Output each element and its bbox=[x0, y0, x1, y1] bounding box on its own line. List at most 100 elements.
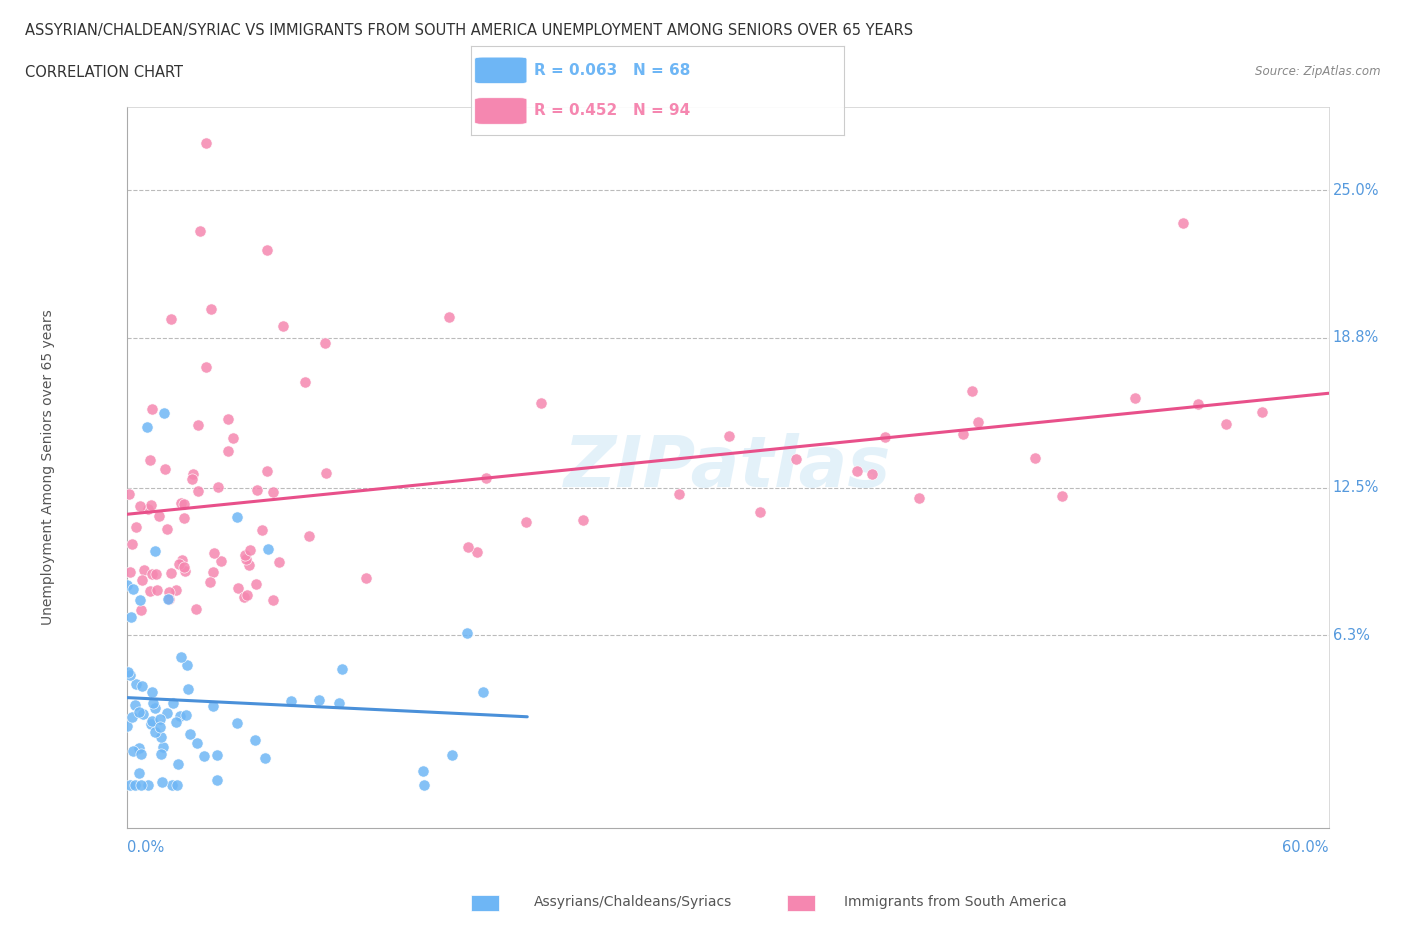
Point bbox=[441, 748, 464, 763]
Point bbox=[179, 726, 201, 741]
Text: 25.0%: 25.0% bbox=[1333, 182, 1379, 198]
Point bbox=[202, 545, 225, 560]
Point bbox=[156, 522, 179, 537]
Point bbox=[117, 665, 139, 680]
Point bbox=[143, 543, 166, 558]
Point bbox=[118, 487, 141, 502]
Text: 12.5%: 12.5% bbox=[1333, 480, 1379, 495]
Point bbox=[238, 557, 260, 572]
Point bbox=[132, 563, 155, 578]
Point bbox=[908, 490, 931, 505]
Point bbox=[294, 375, 316, 390]
Point bbox=[262, 485, 284, 499]
Point bbox=[471, 684, 494, 699]
Point bbox=[1024, 450, 1046, 465]
Point bbox=[176, 658, 198, 672]
Point bbox=[150, 775, 173, 790]
Point bbox=[201, 565, 224, 579]
Point bbox=[668, 487, 690, 502]
Point bbox=[125, 677, 148, 692]
Point bbox=[141, 402, 163, 417]
Point bbox=[256, 243, 278, 258]
Point bbox=[160, 777, 183, 792]
Point bbox=[194, 360, 217, 375]
Text: 6.3%: 6.3% bbox=[1333, 628, 1369, 643]
Point bbox=[136, 777, 159, 792]
Point bbox=[207, 480, 229, 495]
Point bbox=[233, 590, 256, 604]
Point bbox=[118, 667, 141, 682]
Point bbox=[1123, 391, 1146, 405]
Text: 60.0%: 60.0% bbox=[1282, 840, 1329, 855]
Point bbox=[262, 592, 284, 607]
Point bbox=[156, 705, 179, 720]
Point bbox=[149, 747, 172, 762]
Point bbox=[118, 565, 141, 579]
Point bbox=[217, 444, 239, 458]
Point bbox=[222, 431, 245, 445]
Point bbox=[457, 539, 479, 554]
Point bbox=[128, 740, 150, 755]
Text: 0.0%: 0.0% bbox=[127, 840, 163, 855]
Point bbox=[122, 581, 145, 596]
Point bbox=[456, 625, 478, 640]
Point bbox=[141, 716, 163, 731]
Point bbox=[960, 383, 983, 398]
Point bbox=[121, 537, 143, 551]
Point bbox=[157, 591, 180, 606]
Point bbox=[314, 336, 336, 351]
Point bbox=[173, 496, 195, 511]
Point bbox=[187, 418, 209, 432]
Point bbox=[530, 395, 553, 410]
Point bbox=[308, 693, 330, 708]
Point bbox=[205, 748, 228, 763]
Point bbox=[952, 427, 974, 442]
Point bbox=[226, 716, 249, 731]
Point bbox=[186, 736, 208, 751]
Text: CORRELATION CHART: CORRELATION CHART bbox=[25, 65, 183, 80]
Point bbox=[157, 584, 180, 599]
Point bbox=[315, 466, 337, 481]
Point bbox=[173, 511, 195, 525]
Point bbox=[1215, 417, 1237, 432]
Point bbox=[149, 720, 172, 735]
Point bbox=[129, 592, 152, 607]
Point bbox=[1187, 396, 1209, 411]
Point bbox=[225, 510, 247, 525]
FancyBboxPatch shape bbox=[475, 57, 527, 84]
Point bbox=[174, 708, 197, 723]
Point bbox=[437, 310, 460, 325]
Point bbox=[162, 695, 184, 710]
Point bbox=[167, 556, 190, 571]
Point bbox=[785, 451, 807, 466]
Point bbox=[198, 574, 221, 589]
Point bbox=[267, 554, 290, 569]
Point bbox=[128, 705, 150, 720]
Point bbox=[165, 714, 187, 729]
Point bbox=[152, 739, 174, 754]
Point bbox=[201, 699, 224, 714]
Text: Immigrants from South America: Immigrants from South America bbox=[844, 895, 1066, 910]
Point bbox=[141, 566, 163, 581]
Point bbox=[141, 713, 163, 728]
FancyBboxPatch shape bbox=[475, 98, 527, 125]
Point bbox=[256, 464, 278, 479]
Text: 18.8%: 18.8% bbox=[1333, 330, 1379, 345]
Point bbox=[356, 571, 378, 586]
Point bbox=[121, 710, 143, 724]
Point bbox=[1251, 405, 1274, 419]
Point bbox=[966, 415, 988, 430]
Point bbox=[146, 582, 169, 597]
Point bbox=[118, 777, 141, 792]
Point bbox=[718, 429, 741, 444]
Point bbox=[235, 552, 257, 567]
Point bbox=[120, 610, 142, 625]
Point bbox=[129, 777, 152, 792]
Point bbox=[271, 319, 294, 334]
Point bbox=[250, 523, 273, 538]
Point bbox=[257, 541, 280, 556]
Point bbox=[125, 519, 148, 534]
Point bbox=[1050, 488, 1073, 503]
Point bbox=[124, 698, 146, 712]
Point bbox=[131, 573, 153, 588]
